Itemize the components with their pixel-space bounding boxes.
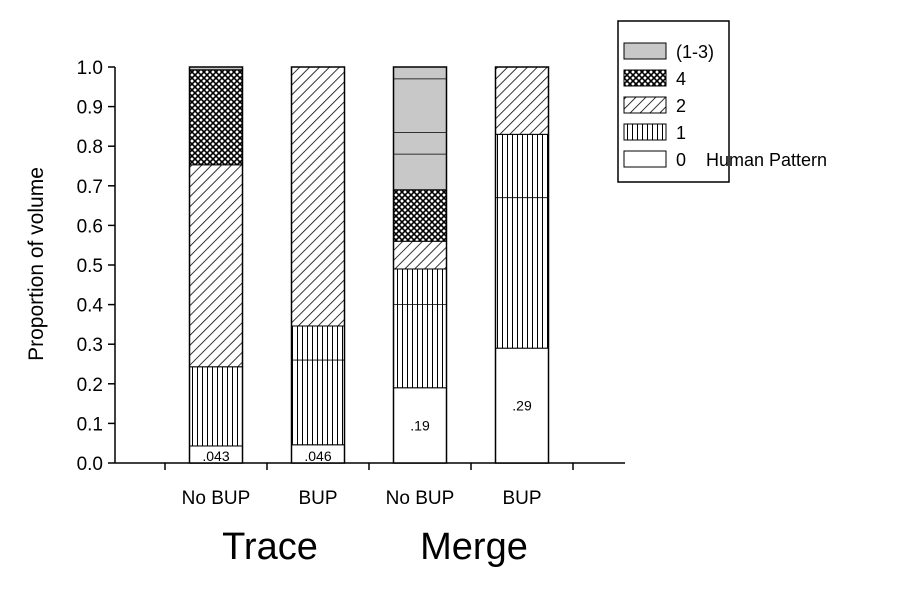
legend-label: (1-3) <box>676 42 714 62</box>
bar-value-label: .19 <box>410 417 430 433</box>
legend-swatch-gray <box>623 42 667 60</box>
y-tick-label: 0.1 <box>77 414 103 435</box>
bar-outline <box>392 66 448 464</box>
bar-value-label: .046 <box>304 448 331 464</box>
y-tick-label: 0.3 <box>77 335 103 356</box>
bar-segment-diagonal <box>291 66 345 327</box>
bar-segment-gray <box>393 66 447 191</box>
bar-outline <box>290 66 346 464</box>
x-tick-label: No BUP <box>182 488 251 509</box>
y-axis-title: Proportion of volume <box>25 167 48 361</box>
bar-segment-diagonal <box>393 240 447 270</box>
bar-value-label: .29 <box>512 398 532 414</box>
bars-layer <box>188 66 550 464</box>
y-tick-label: 1.0 <box>77 58 103 79</box>
x-tick-label: No BUP <box>386 488 455 509</box>
bar-outline <box>494 66 550 464</box>
legend-label: 2 <box>676 96 686 116</box>
y-tick-label: 0.7 <box>77 177 103 198</box>
y-tick-label: 0.6 <box>77 216 103 237</box>
bar-outline <box>188 66 244 464</box>
y-tick-label: 0.2 <box>77 375 103 396</box>
group-label: Trace <box>222 526 318 568</box>
legend-label: 0 <box>676 150 686 170</box>
bar-segment-diagonal <box>189 164 243 368</box>
bar-value-label: .043 <box>202 448 229 464</box>
bar-segment-vertical <box>291 325 345 446</box>
y-tick-label: 0.4 <box>77 296 104 317</box>
y-tick-label: 0.8 <box>77 137 103 158</box>
legend-label: 4 <box>676 69 686 89</box>
y-tick-label: 0.0 <box>77 454 103 475</box>
axis-layer: 0.0 0.1 0.2 0.3 0.4 0.5 0.6 0.7 0.8 0.9 1.0 No BUP B… <box>77 58 625 568</box>
legend-note: Human Pattern <box>706 150 827 170</box>
bar-segment-blank <box>495 347 549 464</box>
legend-swatch-blank <box>623 150 667 168</box>
bar-segment-vertical <box>393 268 447 389</box>
x-tick-label: BUP <box>298 488 337 509</box>
bar-segment-diagonal <box>495 66 549 135</box>
legend-swatch-vertical <box>623 123 667 141</box>
y-tick-label: 0.9 <box>77 98 103 119</box>
legend-swatch-diagonal <box>623 96 667 114</box>
legend-label: 1 <box>676 123 686 143</box>
bar-segment-crosshatch <box>393 189 447 242</box>
bar-segment-vertical <box>189 366 243 447</box>
y-tick-label: 0.5 <box>77 256 103 277</box>
legend-swatch-crosshatch <box>623 69 667 87</box>
bar-segment-vertical <box>495 133 549 349</box>
labels-layer: .043 .046 .19 .29 <box>202 398 532 464</box>
x-tick-label: BUP <box>502 488 541 509</box>
legend: (1-3) 4 2 1 0 Human Pattern <box>617 20 827 183</box>
bar-segment-crosshatch <box>189 69 243 166</box>
group-label: Merge <box>420 526 528 568</box>
